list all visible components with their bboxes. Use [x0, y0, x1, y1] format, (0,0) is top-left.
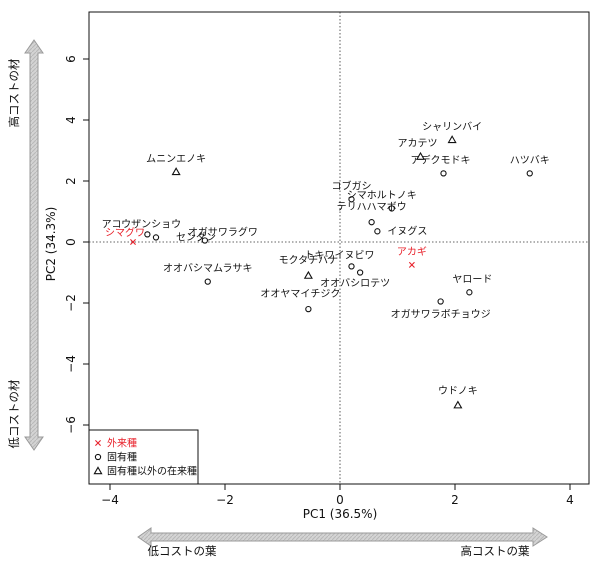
data-point-cross [130, 239, 136, 245]
point-label: ヤロード [452, 274, 492, 285]
series-circle: アコウザンショウセンダンオガサワラグワオオバシマムラサキオオヤマイチジクトキワイ… [102, 153, 550, 320]
horizontal-arrow-right-label: 高コストの葉 [461, 544, 530, 558]
point-label: オオバシマムラサキ [163, 263, 253, 275]
data-point-circle [466, 289, 473, 296]
point-label: アカギ [397, 246, 427, 258]
horizontal-arrow-left-label: 低コストの葉 [148, 544, 217, 558]
legend-label: 固有種 [107, 451, 137, 464]
y-tick-label: −4 [64, 355, 78, 373]
y-tick-label: 6 [64, 55, 78, 63]
data-point-circle [348, 263, 355, 270]
x-tick-label: −4 [101, 493, 119, 507]
legend-label: 外来種 [107, 437, 137, 450]
data-point-circle [204, 278, 211, 285]
legend-triangle-icon [93, 466, 103, 475]
point-label: モクタチバナ [279, 255, 339, 267]
data-point-circle [388, 205, 395, 212]
data-point-triangle [171, 167, 181, 176]
y-tick-label: 4 [64, 116, 78, 124]
point-label: アデクモドキ [411, 153, 471, 166]
x-tick-label: 0 [336, 493, 344, 507]
plot-frame [88, 11, 590, 485]
x-tick-label: −2 [216, 493, 234, 507]
point-label: シマホルトノキ [347, 189, 417, 201]
data-point-triangle [303, 270, 313, 279]
horizontal-cost-arrow [137, 527, 548, 547]
data-point-circle [348, 196, 355, 203]
y-tick-label: −6 [64, 416, 78, 434]
data-point-circle [144, 231, 151, 238]
point-label: シマグワ [105, 226, 145, 239]
data-point-circle [440, 170, 447, 177]
legend-circle-icon [94, 453, 102, 461]
vertical-cost-arrow [24, 39, 44, 451]
x-tick-label: 4 [566, 493, 574, 507]
legend-box [88, 429, 199, 485]
x-axis-label: PC1 (36.5%) [303, 507, 378, 521]
data-point-triangle [453, 400, 463, 409]
point-label: ハツバキ [510, 154, 550, 166]
legend-entry: 固有種以外の在来種 [93, 465, 197, 478]
legend-entry: 外来種 [95, 437, 137, 450]
point-label: コブガシ [332, 179, 372, 192]
data-point-circle [356, 269, 364, 276]
point-label: イヌグス [387, 224, 427, 237]
point-label: オオバシロテツ [320, 278, 390, 290]
point-label: ウドノキ [438, 385, 478, 397]
y-axis-label: PC2 (34.3%) [44, 207, 58, 282]
x-tick-label: 2 [451, 493, 459, 507]
y-tick-label: 0 [64, 238, 78, 246]
y-tick-label: 2 [64, 177, 78, 185]
point-label: テリハハマボウ [337, 201, 407, 213]
data-point-circle [437, 298, 444, 305]
data-point-circle [201, 237, 209, 244]
data-point-triangle [415, 151, 426, 160]
vertical-arrow-bottom-label: 低コストの材 [7, 379, 21, 448]
point-label: トキワイヌビワ [305, 249, 375, 261]
legend-entry: 固有種 [94, 451, 137, 464]
data-point-circle [374, 228, 381, 235]
legend-label: 固有種以外の在来種 [107, 465, 197, 478]
vertical-arrow-top-label: 高コストの材 [7, 58, 21, 127]
data-point-circle [368, 219, 375, 226]
data-point-triangle [447, 135, 457, 144]
point-label: シャリンバイ [422, 121, 482, 133]
point-label: オオヤマイチジク [260, 288, 340, 300]
point-label: アコウザンショウ [102, 218, 182, 230]
point-label: オガサワラボチョウジ [391, 308, 491, 320]
data-point-circle [305, 305, 312, 313]
point-label: アカテツ [398, 138, 438, 150]
y-tick-label: −2 [64, 294, 78, 312]
legend-cross-icon [95, 440, 101, 446]
point-label: オガサワラグワ [188, 225, 258, 238]
data-point-cross [408, 261, 415, 268]
data-point-circle [152, 234, 160, 241]
point-label: ムニンエノキ [146, 153, 206, 165]
data-point-circle [526, 170, 533, 177]
